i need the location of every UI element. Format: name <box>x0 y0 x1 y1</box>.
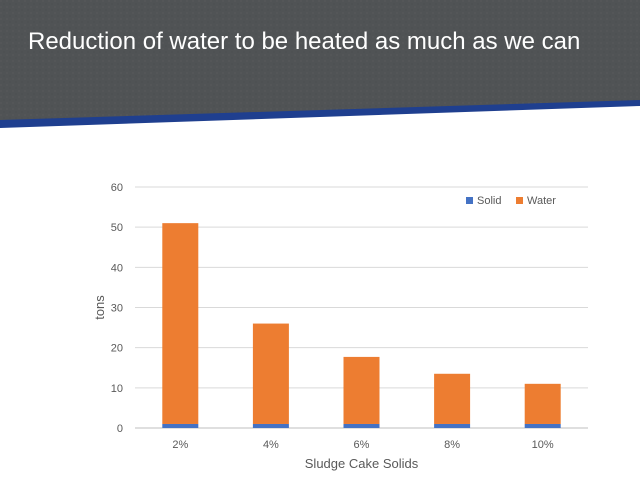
y-tick-label: 60 <box>111 182 123 194</box>
x-tick-label: 2% <box>172 439 188 451</box>
y-tick-label: 40 <box>111 262 123 274</box>
bar-solid-1 <box>252 423 289 428</box>
bar-water-2 <box>343 356 380 424</box>
legend-swatch-solid <box>466 197 473 204</box>
y-tick-label: 0 <box>117 423 123 435</box>
x-tick-label: 4% <box>263 439 279 451</box>
bar-solid-4 <box>524 423 561 428</box>
x-axis-label: Sludge Cake Solids <box>305 456 419 471</box>
banner-shape <box>0 0 640 124</box>
bar-water-1 <box>252 323 289 424</box>
title-banner: Reduction of water to be heated as much … <box>0 0 640 130</box>
banner-accent-stripe <box>0 100 640 128</box>
bar-solid-0 <box>162 423 199 428</box>
bars <box>162 223 561 428</box>
y-tick-label: 20 <box>111 343 123 355</box>
legend-swatch-water <box>516 197 523 204</box>
banner-background <box>0 0 640 128</box>
legend-label-water: Water <box>527 195 556 207</box>
bar-solid-2 <box>343 423 380 428</box>
y-tick-label: 50 <box>111 222 123 234</box>
x-tick-labels: 2% 4% 6% 8% 10% <box>172 439 554 451</box>
y-tick-labels: 0 10 20 30 40 50 60 <box>111 182 123 435</box>
bar-water-4 <box>524 383 561 424</box>
bar-water-3 <box>434 373 471 424</box>
y-axis-label: tons <box>92 295 107 320</box>
legend: Solid Water <box>466 195 556 207</box>
x-tick-label: 8% <box>444 439 460 451</box>
y-tick-label: 10 <box>111 383 123 395</box>
x-tick-label: 10% <box>532 439 554 451</box>
bar-solid-3 <box>434 423 471 428</box>
slide-title: Reduction of water to be heated as much … <box>28 28 581 55</box>
legend-label-solid: Solid <box>477 195 501 207</box>
y-tick-label: 30 <box>111 303 123 315</box>
x-tick-label: 6% <box>354 439 370 451</box>
bar-water-0 <box>162 223 199 424</box>
